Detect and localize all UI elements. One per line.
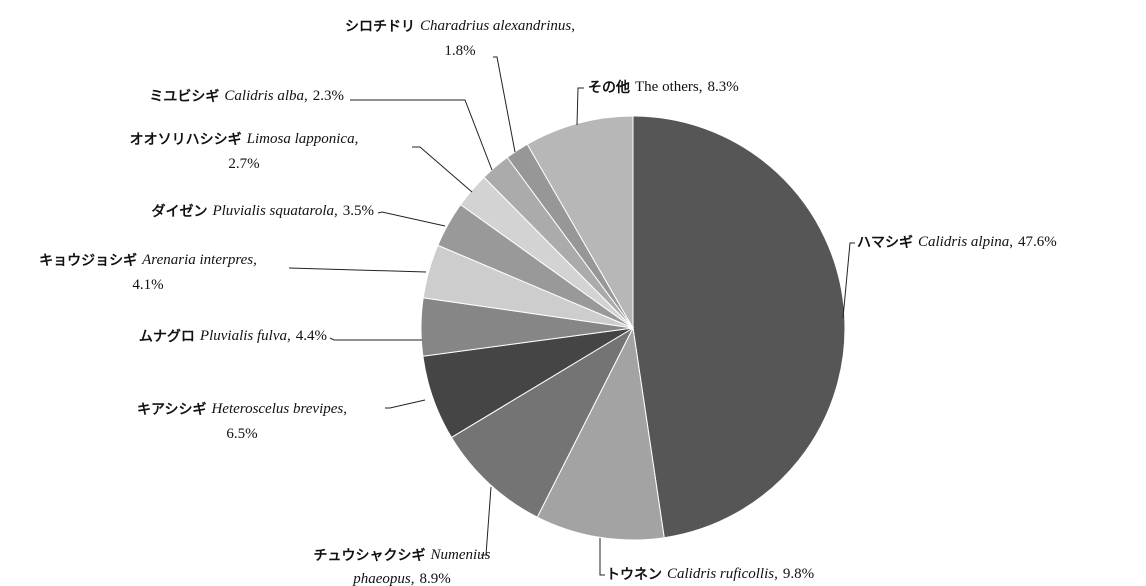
species-name-ja: ムナグロ (139, 328, 195, 345)
leader-line (288, 267, 427, 273)
species-name-ja: キアシシギ (137, 401, 206, 418)
species-name-latin: Pluvialis squatarola (211, 203, 334, 219)
leader-line (599, 538, 605, 576)
label-separator: , (571, 18, 575, 34)
species-name-ja: ミユビシギ (149, 88, 219, 105)
percent-label: 9.8% (783, 566, 814, 582)
species-name-latin: Heteroscelus brevipes (210, 401, 343, 417)
label-separator: , (774, 566, 778, 582)
label-separator: , (699, 79, 703, 95)
slice-label: オオソリハシシギ Limosa lapponica, 2.7% (130, 131, 359, 172)
label-separator: , (287, 328, 291, 344)
species-name-ja: トウネン (606, 567, 662, 583)
label-separator: , (343, 401, 347, 417)
leader-line (329, 337, 422, 341)
leader-line (385, 399, 426, 409)
percent-label: 4.1% (132, 277, 163, 293)
percent-label: 6.5% (226, 426, 257, 442)
percent-label: 2.7% (228, 156, 259, 172)
slice-label: ハマシギ Calidris alpina, 47.6% (857, 234, 1057, 251)
label-separator: , (411, 571, 415, 586)
leader-line (842, 242, 855, 319)
label-separator: , (253, 252, 257, 268)
pie-slice (632, 115, 846, 539)
slice-label: シロチドリ Charadrius alexandrinus, 1.8% (345, 18, 575, 59)
pie-slice (450, 326, 635, 518)
label-separator: , (1009, 234, 1013, 250)
label-separator: , (355, 131, 359, 147)
slice-label: キアシシギ Heteroscelus brevipes, 6.5% (137, 401, 347, 442)
slice-label: ミユビシギ Calidris alba, 2.3% (149, 88, 344, 105)
percent-label: 2.3% (313, 88, 344, 104)
species-name-latin: Arenaria interpres (141, 252, 253, 268)
slice-label: ダイゼン Pluvialis squatarola, 3.5% (151, 203, 374, 220)
species-name-ja: シロチドリ (345, 19, 415, 35)
species-name-latin: The others (635, 79, 699, 95)
species-name-ja: キョウジョシギ (39, 252, 137, 269)
leader-line (576, 87, 584, 126)
slice-label: キョウジョシギ Arenaria interpres, 4.1% (39, 252, 257, 293)
species-name-ja: オオソリハシシギ (130, 131, 242, 148)
species-name-ja: その他 (588, 79, 630, 96)
species-name-latin: Calidris alpina (918, 234, 1009, 250)
species-name-latin: Numenius (430, 547, 491, 563)
percent-label: 8.3% (707, 79, 738, 95)
leader-line (493, 56, 516, 153)
percent-label: 47.6% (1018, 234, 1057, 250)
percent-label: 8.9% (420, 571, 451, 586)
leader-line (377, 211, 446, 227)
slice-label: ムナグロ Pluvialis fulva, 4.4% (139, 328, 327, 345)
species-name-latin: Pluvialis fulva (199, 328, 287, 344)
species-name-ja: ダイゼン (151, 203, 207, 220)
species-name-ja: チュウシャクシギ (314, 547, 426, 564)
species-name-latin: Calidris ruficollis (667, 566, 774, 582)
pie-slice (536, 326, 665, 541)
leader-line (350, 99, 493, 171)
species-name-latin: Charadrius alexandrinus (420, 18, 571, 34)
percent-label: 1.8% (444, 43, 475, 59)
slice-label: チュウシャクシギ Numenius phaeopus, 8.9% (314, 547, 491, 586)
species-name-latin: Calidris alba (224, 88, 304, 104)
pie-slice (526, 115, 634, 330)
species-name-ja: ハマシギ (857, 234, 913, 251)
slice-label: その他 The others, 8.3% (588, 79, 739, 96)
label-separator: , (304, 88, 308, 104)
leader-line (481, 486, 492, 556)
percent-label: 3.5% (343, 203, 374, 219)
label-separator: , (334, 203, 338, 219)
species-name-latin: Limosa lapponica (246, 131, 355, 147)
species-name-latin: phaeopus (352, 571, 411, 586)
slice-label: トウネン Calidris ruficollis, 9.8% (606, 566, 814, 583)
leader-line (412, 146, 473, 193)
percent-label: 4.4% (296, 328, 327, 344)
